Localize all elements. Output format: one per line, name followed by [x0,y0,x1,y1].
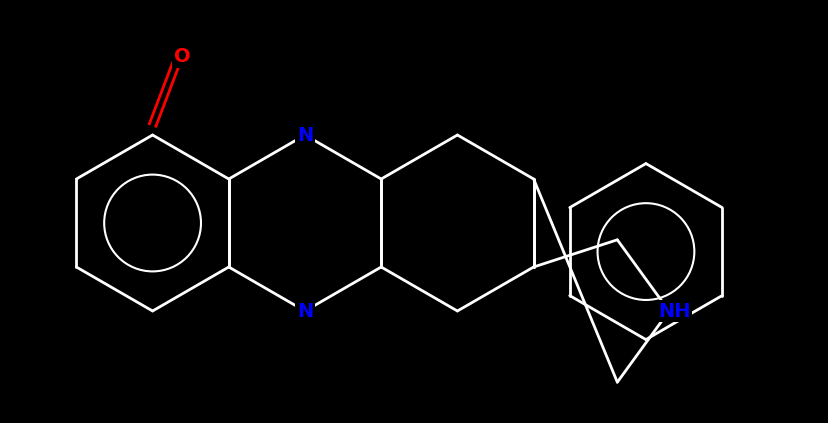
Text: N: N [296,126,313,145]
Text: O: O [174,47,190,66]
Text: N: N [296,302,313,321]
Text: NH: NH [657,302,690,321]
